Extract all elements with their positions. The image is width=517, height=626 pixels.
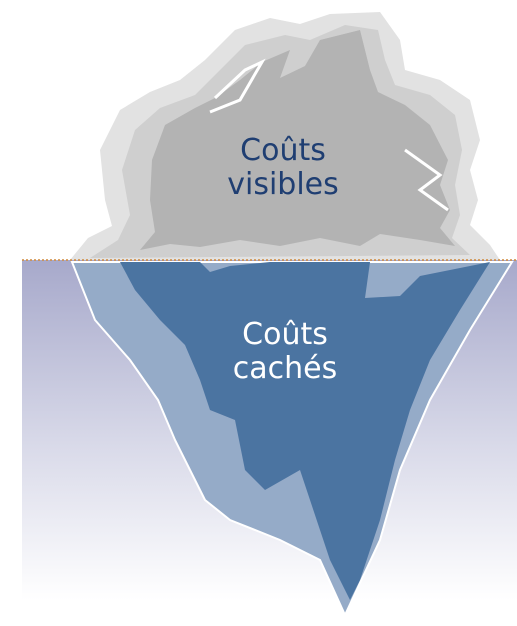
visible-costs-label: Coûts visibles bbox=[213, 134, 353, 202]
hidden-costs-label: Coûts cachés bbox=[215, 318, 355, 386]
iceberg-drawing bbox=[0, 0, 517, 626]
iceberg-diagram: Coûts visibles Coûts cachés bbox=[0, 0, 517, 626]
